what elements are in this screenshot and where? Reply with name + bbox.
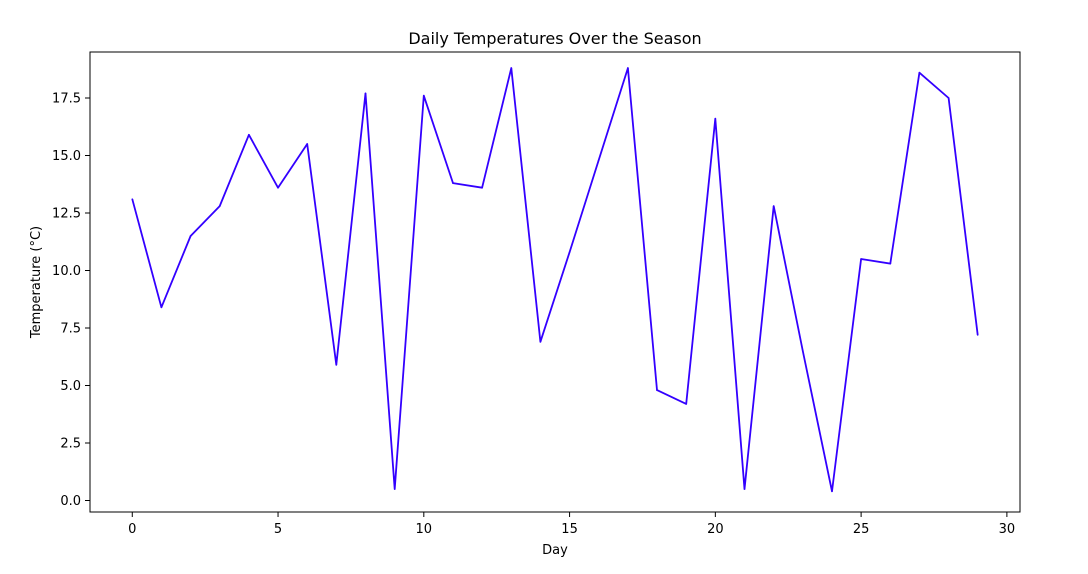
data-point [743, 488, 746, 490]
data-point [393, 488, 396, 490]
data-point [889, 262, 892, 265]
data-point [452, 182, 454, 184]
data-point [802, 350, 804, 352]
x-axis-label: Day [542, 543, 568, 558]
series-layer [131, 67, 979, 493]
data-point [627, 67, 629, 69]
y-tick-label: 10.0 [52, 264, 81, 279]
y-tick-label: 2.5 [60, 437, 81, 452]
data-point [947, 97, 950, 99]
x-tick-label: 25 [853, 522, 870, 537]
x-tick-label: 30 [999, 522, 1016, 537]
y-tick-label: 5.0 [60, 379, 81, 394]
data-point [568, 251, 571, 253]
data-point [597, 159, 600, 161]
data-point [423, 94, 425, 97]
data-point [656, 389, 658, 391]
data-point [277, 186, 279, 189]
chart-title: Daily Temperatures Over the Season [408, 29, 701, 48]
y-axis: 0.0 2.5 5.0 7.5 10.0 12.5 15.0 17.5 [52, 92, 90, 509]
data-point [160, 306, 163, 309]
x-tick-label: 20 [707, 522, 724, 537]
data-point [539, 341, 542, 343]
data-point [306, 143, 309, 145]
data-point [918, 71, 921, 74]
data-point [831, 490, 833, 493]
data-point [189, 235, 192, 237]
x-tick-label: 15 [561, 522, 578, 537]
y-tick-label: 12.5 [52, 207, 81, 222]
y-tick-label: 0.0 [60, 494, 81, 509]
data-point [131, 198, 134, 200]
x-tick-label: 10 [416, 522, 433, 537]
y-axis-label: Temperature (°C) [29, 226, 44, 339]
x-tick-label: 0 [128, 522, 136, 537]
data-point [860, 258, 862, 260]
y-tick-label: 17.5 [52, 92, 81, 107]
data-point [772, 205, 775, 207]
data-point [714, 117, 717, 120]
x-axis: 0 5 10 15 20 25 30 [128, 512, 1015, 537]
data-point [510, 67, 513, 69]
data-point [248, 134, 250, 136]
plot-frame [89, 51, 1021, 513]
series-line-0 [131, 67, 979, 493]
y-tick-label: 7.5 [60, 322, 81, 337]
x-tick-label: 5 [274, 522, 282, 537]
data-point [976, 334, 979, 336]
data-point [685, 403, 687, 405]
data-point [364, 92, 367, 95]
data-point [335, 364, 338, 366]
data-point [481, 186, 483, 189]
data-point [218, 205, 221, 207]
y-tick-label: 15.0 [52, 149, 81, 164]
